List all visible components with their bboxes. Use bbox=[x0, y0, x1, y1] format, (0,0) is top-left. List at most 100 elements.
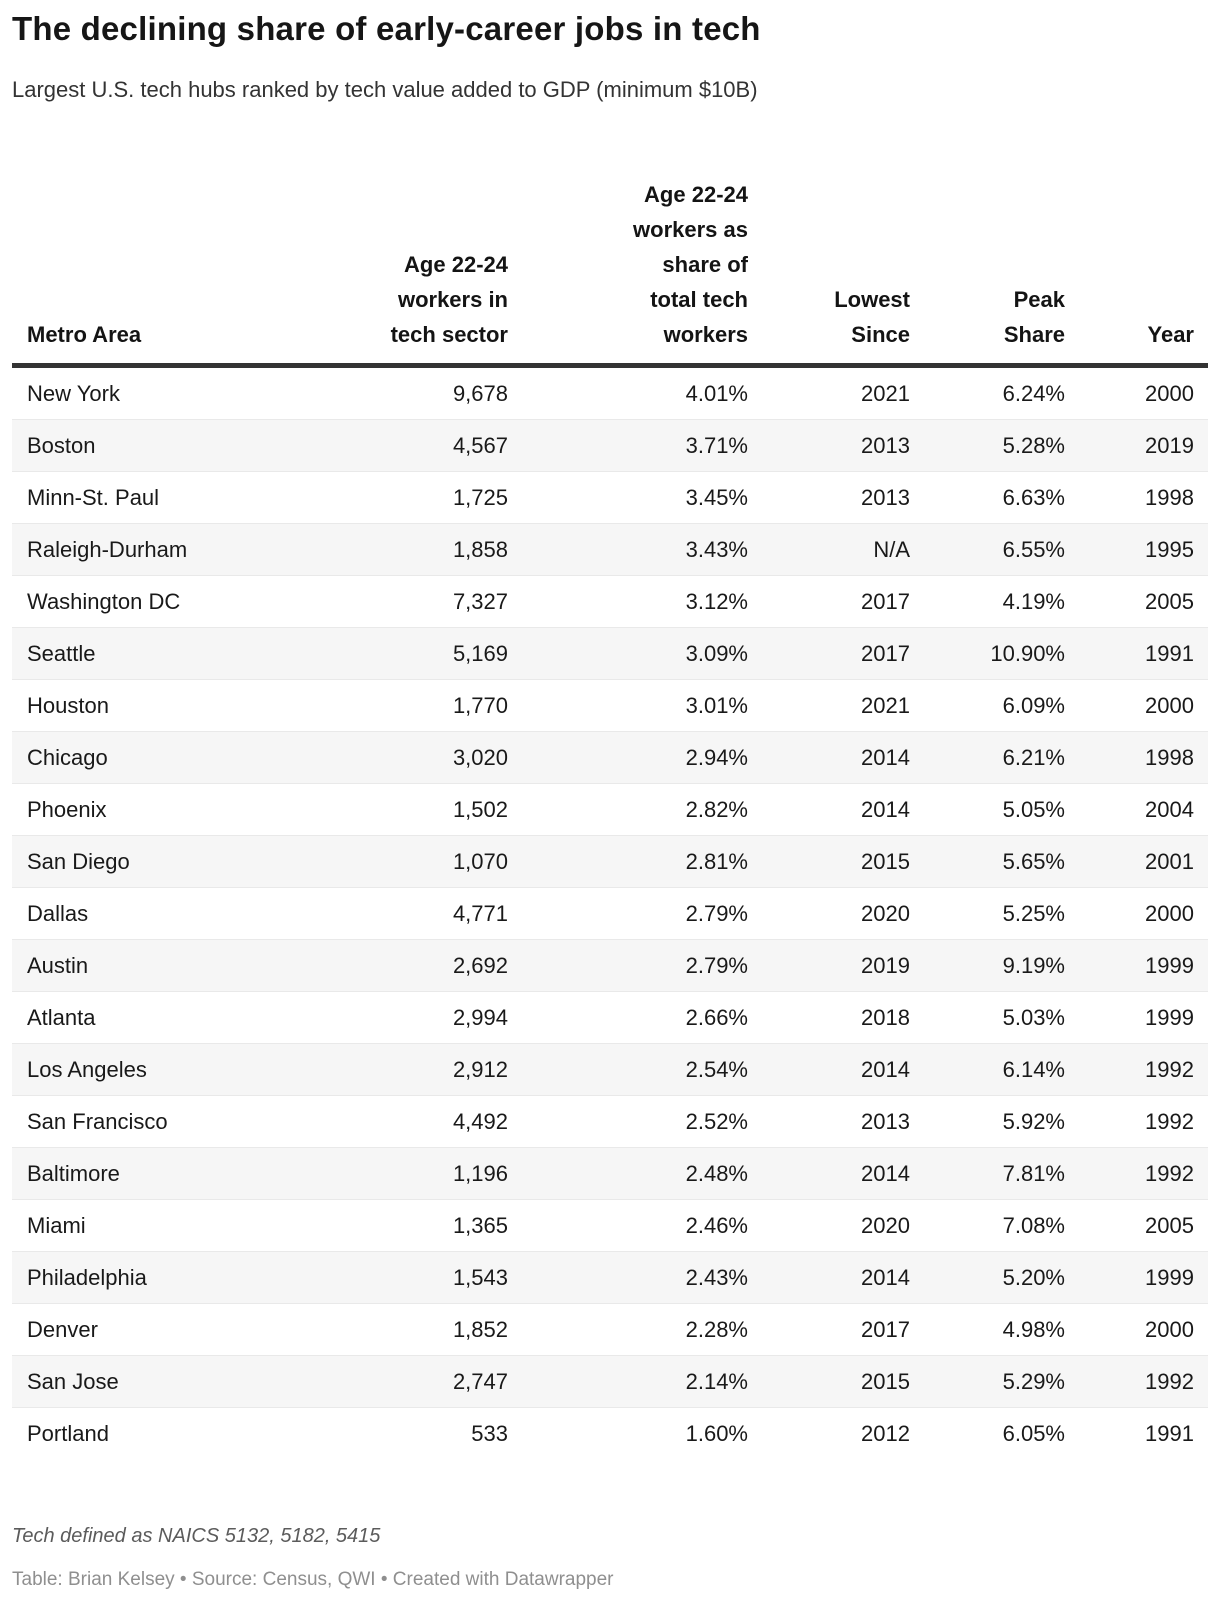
table-cell: 2013 bbox=[861, 484, 910, 510]
table-cell: 2017 bbox=[861, 640, 910, 666]
table-cell: 2.43% bbox=[685, 1264, 748, 1290]
table-cell: 2,912 bbox=[452, 1056, 508, 1082]
table-cell: 1998 bbox=[1145, 744, 1194, 770]
table-cell: 1,858 bbox=[452, 536, 508, 562]
page-title: The declining share of early-career jobs… bbox=[12, 10, 761, 47]
table-cell: 2000 bbox=[1145, 692, 1194, 718]
metro-area-cell: Houston bbox=[27, 692, 109, 718]
table-cell: 2017 bbox=[861, 1316, 910, 1342]
table-cell: 1.60% bbox=[685, 1420, 748, 1446]
page-subtitle: Largest U.S. tech hubs ranked by tech va… bbox=[12, 77, 758, 102]
table-cell: 2013 bbox=[861, 1108, 910, 1134]
table-cell: 1998 bbox=[1145, 484, 1194, 510]
metro-area-cell: Philadelphia bbox=[27, 1264, 147, 1290]
table-cell: 1999 bbox=[1145, 1004, 1194, 1030]
table-cell: 2000 bbox=[1145, 380, 1194, 406]
table-cell: 5.28% bbox=[1002, 432, 1065, 458]
table-cell: 6.14% bbox=[1002, 1056, 1065, 1082]
table-cell: 4.98% bbox=[1002, 1316, 1065, 1342]
table-cell: 5.05% bbox=[1002, 796, 1065, 822]
metro-area-cell: Baltimore bbox=[27, 1160, 120, 1186]
table-cell: 1,852 bbox=[452, 1316, 508, 1342]
metro-area-cell: Boston bbox=[27, 432, 96, 458]
table-cell: 5.03% bbox=[1002, 1004, 1065, 1030]
table-row: San Jose 2,747 2.14% 2015 5.29% 1992 bbox=[12, 1355, 1208, 1408]
table-cell: 2020 bbox=[861, 1212, 910, 1238]
table-cell: 6.24% bbox=[1002, 380, 1065, 406]
metro-area-cell: Denver bbox=[27, 1316, 98, 1342]
table-row: Dallas 4,771 2.79% 2020 5.25% 2000 bbox=[12, 887, 1208, 940]
table-cell: 1995 bbox=[1145, 536, 1194, 562]
table-cell: 2.94% bbox=[685, 744, 748, 770]
table-cell: 7,327 bbox=[452, 588, 508, 614]
table-cell: 2017 bbox=[861, 588, 910, 614]
metro-area-cell: Atlanta bbox=[27, 1004, 96, 1030]
table-cell: 2014 bbox=[861, 1160, 910, 1186]
table-row: Washington DC 7,327 3.12% 2017 4.19% 2005 bbox=[12, 575, 1208, 628]
table-cell: 1999 bbox=[1145, 952, 1194, 978]
metro-area-cell: San Jose bbox=[27, 1368, 119, 1394]
table-row: Chicago 3,020 2.94% 2014 6.21% 1998 bbox=[12, 731, 1208, 784]
metro-area-cell: Washington DC bbox=[27, 588, 181, 614]
table-cell: 2.46% bbox=[685, 1212, 748, 1238]
table-cell: 2.14% bbox=[685, 1368, 748, 1394]
table-cell: 2014 bbox=[861, 1264, 910, 1290]
table-row: Phoenix 1,502 2.82% 2014 5.05% 2004 bbox=[12, 783, 1208, 836]
metro-area-cell: Raleigh-Durham bbox=[27, 536, 188, 562]
table-cell: 2015 bbox=[861, 1368, 910, 1394]
table-cell: 2.81% bbox=[685, 848, 748, 874]
table-cell: 9.19% bbox=[1002, 952, 1065, 978]
table-cell: 2013 bbox=[861, 432, 910, 458]
table-row: Austin 2,692 2.79% 2019 9.19% 1999 bbox=[12, 939, 1208, 992]
table-cell: 2014 bbox=[861, 796, 910, 822]
table-row: Denver 1,852 2.28% 2017 4.98% 2000 bbox=[12, 1303, 1208, 1356]
table-cell: 2015 bbox=[861, 848, 910, 874]
table-cell: 3.09% bbox=[685, 640, 748, 666]
metro-area-cell: Seattle bbox=[27, 640, 96, 666]
table-cell: 6.21% bbox=[1002, 744, 1065, 770]
table-cell: 2.48% bbox=[685, 1160, 748, 1186]
table-cell: 2.54% bbox=[685, 1056, 748, 1082]
table-cell: 3.01% bbox=[685, 692, 748, 718]
table-cell: 3,020 bbox=[452, 744, 508, 770]
table-cell: 2020 bbox=[861, 900, 910, 926]
table-cell: 5.25% bbox=[1002, 900, 1065, 926]
table-cell: 6.63% bbox=[1002, 484, 1065, 510]
table-cell: 2000 bbox=[1145, 900, 1194, 926]
table-body: New York 9,678 4.01% 2021 6.24% 2000 Boston 4,5… bbox=[12, 365, 1208, 1459]
metro-area-cell: San Francisco bbox=[27, 1108, 168, 1134]
table-cell: 2,747 bbox=[452, 1368, 508, 1394]
metro-area-cell: Dallas bbox=[27, 900, 89, 926]
table-cell: 3.12% bbox=[685, 588, 748, 614]
table-header: Metro Area Age 22-24 workers in tech sect… bbox=[12, 177, 1208, 368]
table-cell: 2014 bbox=[861, 744, 910, 770]
table-cell: N/A bbox=[873, 536, 910, 562]
table-cell: 5.20% bbox=[1002, 1264, 1065, 1290]
table-cell: 4,771 bbox=[452, 900, 508, 926]
table-cell: 2.79% bbox=[685, 952, 748, 978]
table-cell: 533 bbox=[471, 1420, 508, 1446]
table-cell: 2005 bbox=[1145, 1212, 1194, 1238]
table-cell: 1,770 bbox=[452, 692, 508, 718]
table-cell: 4.01% bbox=[685, 380, 748, 406]
table-cell: 2005 bbox=[1145, 588, 1194, 614]
column-header: Age 22-24 workers in tech sector bbox=[272, 177, 522, 368]
column-header: Peak Share bbox=[924, 177, 1079, 368]
table-cell: 1,543 bbox=[452, 1264, 508, 1290]
table-cell: 2018 bbox=[861, 1004, 910, 1030]
table-cell: 2004 bbox=[1145, 796, 1194, 822]
metro-area-cell: Chicago bbox=[27, 744, 108, 770]
table-cell: 2,994 bbox=[452, 1004, 508, 1030]
table-cell: 1,502 bbox=[452, 796, 508, 822]
metro-area-cell: Los Angeles bbox=[27, 1056, 147, 1082]
column-header: Year bbox=[1079, 177, 1208, 368]
metro-area-cell: San Diego bbox=[27, 848, 130, 874]
table-cell: 2.66% bbox=[685, 1004, 748, 1030]
table-row: Atlanta 2,994 2.66% 2018 5.03% 1999 bbox=[12, 991, 1208, 1044]
metro-area-cell: Portland bbox=[27, 1420, 109, 1446]
column-header: Age 22-24 workers as share of total tech… bbox=[522, 177, 762, 368]
table-row: Minn-St. Paul 1,725 3.45% 2013 6.63% 1998 bbox=[12, 471, 1208, 524]
table-cell: 4.19% bbox=[1002, 588, 1065, 614]
table-cell: 3.43% bbox=[685, 536, 748, 562]
table-cell: 1,070 bbox=[452, 848, 508, 874]
